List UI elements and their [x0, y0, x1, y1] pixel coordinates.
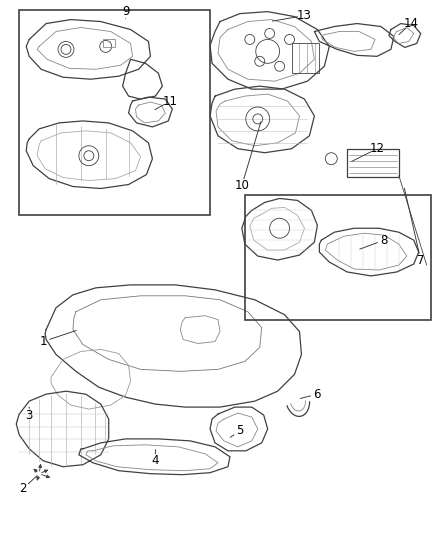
Text: 10: 10	[234, 179, 249, 192]
Text: 8: 8	[380, 233, 388, 247]
Text: 5: 5	[236, 424, 244, 438]
Bar	[245, 196, 431, 320]
Bar	[292, 43, 319, 73]
Text: 6: 6	[314, 387, 321, 401]
Text: 3: 3	[25, 409, 33, 422]
Bar	[103, 39, 115, 47]
Text: 4: 4	[152, 454, 159, 467]
Text: 11: 11	[163, 94, 178, 108]
Bar	[347, 149, 399, 176]
Text: 7: 7	[417, 254, 424, 266]
Text: 12: 12	[370, 142, 385, 155]
Text: 9: 9	[122, 5, 129, 18]
Text: 1: 1	[39, 335, 47, 348]
Text: 2: 2	[20, 482, 27, 495]
Text: 13: 13	[297, 9, 312, 22]
Text: 14: 14	[403, 17, 418, 30]
Bar	[19, 10, 210, 215]
